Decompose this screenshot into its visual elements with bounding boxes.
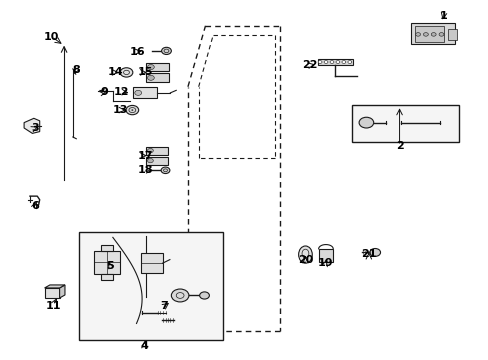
Circle shape [161,167,169,174]
Text: 3: 3 [31,123,39,133]
Bar [351,105,458,142]
Bar [447,30,456,40]
Text: 4: 4 [141,341,148,351]
Text: 14: 14 [107,67,123,77]
Circle shape [329,60,333,63]
Text: 1: 1 [439,11,447,21]
Circle shape [415,33,420,36]
Circle shape [430,33,435,36]
Circle shape [131,109,133,111]
Text: 11: 11 [45,301,61,311]
Circle shape [147,64,154,69]
Polygon shape [44,285,65,288]
Bar [141,253,162,273]
Circle shape [161,47,171,54]
Circle shape [147,158,153,163]
Circle shape [347,60,351,63]
Bar [146,157,167,165]
Text: 13: 13 [113,105,128,115]
Circle shape [341,60,345,63]
Text: 10: 10 [43,32,59,41]
Bar [101,274,113,280]
Text: 18: 18 [137,165,152,175]
Bar [410,23,454,44]
Text: 7: 7 [161,301,168,311]
Polygon shape [60,285,65,298]
Bar [318,249,332,262]
Bar [146,73,169,82]
Circle shape [126,105,139,115]
Bar [101,245,113,251]
Circle shape [369,248,380,256]
Circle shape [423,33,427,36]
Text: 20: 20 [297,255,312,265]
Bar [133,87,157,98]
Bar [44,288,60,298]
Bar [79,232,222,339]
Circle shape [438,33,443,36]
Circle shape [318,60,322,63]
Text: 17: 17 [137,150,152,161]
Text: 21: 21 [360,248,376,258]
Circle shape [335,60,339,63]
Polygon shape [24,118,40,134]
Text: 12: 12 [114,87,129,97]
Text: 9: 9 [100,87,108,97]
Bar [414,26,444,42]
Text: 19: 19 [317,258,333,268]
Circle shape [147,75,154,80]
Text: 8: 8 [72,64,80,75]
Text: 22: 22 [302,60,317,70]
Text: 16: 16 [129,46,145,57]
Circle shape [199,292,209,299]
Circle shape [120,68,133,77]
Bar [146,147,167,154]
Circle shape [135,90,142,95]
Circle shape [324,60,327,63]
Circle shape [358,117,373,128]
Text: 5: 5 [106,261,114,271]
Text: 2: 2 [395,141,403,151]
Text: 15: 15 [137,67,152,77]
Circle shape [147,148,153,153]
Circle shape [171,289,188,302]
Bar [94,251,120,274]
Text: 6: 6 [31,201,39,211]
Bar [146,63,169,71]
Bar [317,59,352,65]
Ellipse shape [298,246,312,263]
